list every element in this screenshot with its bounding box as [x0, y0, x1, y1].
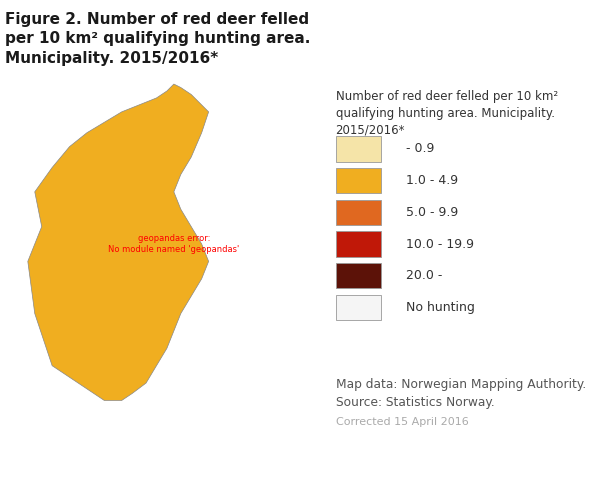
Text: Number of red deer felled per 10 km²
qualifying hunting area. Municipality.
2015: Number of red deer felled per 10 km² qua… — [336, 90, 558, 136]
Text: geopandas error:
No module named 'geopandas': geopandas error: No module named 'geopan… — [108, 234, 240, 254]
Text: Figure 2. Number of red deer felled
per 10 km² qualifying hunting area.
Municipa: Figure 2. Number of red deer felled per … — [5, 12, 310, 65]
FancyBboxPatch shape — [336, 231, 381, 257]
FancyBboxPatch shape — [336, 263, 381, 288]
Text: 20.0 -: 20.0 - — [406, 269, 442, 282]
FancyBboxPatch shape — [336, 168, 381, 193]
FancyBboxPatch shape — [336, 200, 381, 225]
Text: - 0.9: - 0.9 — [406, 142, 434, 155]
FancyBboxPatch shape — [336, 136, 381, 162]
Text: No hunting: No hunting — [406, 301, 475, 314]
Text: 10.0 - 19.9: 10.0 - 19.9 — [406, 238, 473, 250]
Text: Corrected 15 April 2016: Corrected 15 April 2016 — [336, 417, 468, 427]
Text: 5.0 - 9.9: 5.0 - 9.9 — [406, 206, 458, 219]
Text: Map data: Norwegian Mapping Authority.
Source: Statistics Norway.: Map data: Norwegian Mapping Authority. S… — [336, 378, 586, 409]
Polygon shape — [28, 84, 209, 401]
Text: 1.0 - 4.9: 1.0 - 4.9 — [406, 174, 458, 187]
FancyBboxPatch shape — [336, 295, 381, 320]
